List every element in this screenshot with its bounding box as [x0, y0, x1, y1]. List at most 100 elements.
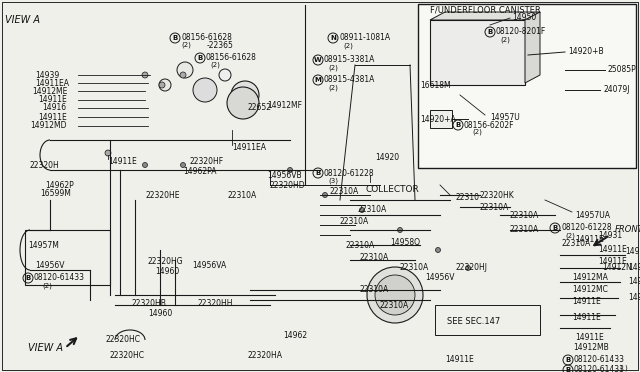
Text: B: B: [197, 55, 203, 61]
Circle shape: [465, 266, 470, 270]
Circle shape: [375, 275, 415, 315]
Text: 14912MB: 14912MB: [573, 343, 609, 353]
Text: B: B: [316, 170, 321, 176]
Bar: [435, 305, 540, 335]
Text: (2): (2): [565, 233, 575, 239]
Text: 14911E: 14911E: [628, 278, 640, 286]
Text: 25085P: 25085P: [608, 65, 637, 74]
Text: 14939: 14939: [35, 71, 60, 80]
Text: FRONT: FRONT: [615, 225, 640, 234]
Text: 08120-61228: 08120-61228: [324, 169, 374, 177]
Text: 14912MD: 14912MD: [30, 122, 67, 131]
Text: (2): (2): [210, 62, 220, 68]
Bar: [418, 4, 636, 168]
Text: 22320H: 22320H: [30, 160, 60, 170]
Text: 14956VB: 14956VB: [267, 170, 301, 180]
Text: 22310: 22310: [455, 193, 479, 202]
Text: 08120-61433: 08120-61433: [574, 366, 625, 372]
Text: 14916: 14916: [42, 103, 66, 112]
Text: 22310A: 22310A: [360, 253, 389, 263]
Circle shape: [143, 163, 147, 167]
Text: B: B: [565, 357, 571, 363]
Text: (2): (2): [181, 42, 191, 48]
Text: 16618M: 16618M: [420, 80, 451, 90]
Bar: [430, 20, 525, 85]
Circle shape: [360, 208, 365, 212]
Circle shape: [435, 247, 440, 253]
Text: 22310A: 22310A: [228, 190, 257, 199]
Text: 14920+A: 14920+A: [420, 115, 456, 124]
Text: 14911E: 14911E: [575, 235, 604, 244]
Text: 22310A: 22310A: [561, 240, 590, 248]
Polygon shape: [430, 12, 540, 20]
Text: 22320HE: 22320HE: [145, 190, 179, 199]
Text: 22310A: 22310A: [480, 202, 509, 212]
Text: VIEW A: VIEW A: [28, 343, 63, 353]
Text: COLLECTOR: COLLECTOR: [365, 186, 419, 195]
Text: 14920: 14920: [375, 154, 399, 163]
Circle shape: [227, 87, 259, 119]
Text: 08911-1081A: 08911-1081A: [339, 33, 390, 42]
Text: 14957UA: 14957UA: [575, 211, 610, 219]
Text: 22320HH: 22320HH: [197, 298, 232, 308]
Text: ( ): ( ): [620, 365, 628, 371]
Circle shape: [142, 72, 148, 78]
Text: 16599M: 16599M: [40, 189, 71, 198]
Text: 22310A: 22310A: [340, 218, 369, 227]
Text: (2): (2): [500, 37, 510, 43]
Text: 22310A: 22310A: [330, 187, 359, 196]
Circle shape: [193, 78, 217, 102]
Text: M: M: [315, 77, 321, 83]
Circle shape: [177, 62, 193, 78]
Text: 08120-61228: 08120-61228: [561, 224, 612, 232]
Circle shape: [397, 228, 403, 232]
Text: 14911EA: 14911EA: [232, 144, 266, 153]
Text: 14912MC: 14912MC: [572, 285, 608, 295]
Text: 22320HB: 22320HB: [132, 298, 167, 308]
Circle shape: [219, 69, 231, 81]
Text: 14931: 14931: [598, 231, 622, 240]
Text: 22310A: 22310A: [380, 301, 409, 310]
Text: SEE SEC.147: SEE SEC.147: [447, 317, 500, 327]
Text: 14960: 14960: [148, 308, 172, 317]
Text: B: B: [172, 35, 178, 41]
Circle shape: [180, 72, 186, 78]
Text: 22320HC: 22320HC: [110, 350, 145, 359]
Text: 22310A: 22310A: [400, 263, 429, 273]
Polygon shape: [525, 12, 540, 83]
Text: 22310A: 22310A: [510, 225, 540, 234]
Circle shape: [105, 150, 111, 156]
Text: 22320HF: 22320HF: [190, 157, 224, 167]
Circle shape: [106, 151, 111, 155]
Text: 22310A: 22310A: [360, 285, 389, 295]
Circle shape: [159, 82, 165, 88]
Text: (2): (2): [42, 283, 52, 289]
Text: 14911E: 14911E: [628, 294, 640, 302]
Text: 14958Q: 14958Q: [390, 237, 420, 247]
Text: 22320HD: 22320HD: [270, 180, 306, 189]
Text: (3): (3): [328, 178, 338, 184]
Text: 14911E: 14911E: [445, 356, 474, 365]
Text: 14962PA: 14962PA: [183, 167, 216, 176]
Text: W: W: [314, 57, 322, 63]
Text: (2): (2): [472, 129, 482, 135]
Text: 14956VA: 14956VA: [192, 262, 227, 270]
Text: 14911E: 14911E: [108, 157, 137, 167]
Text: 14920+B: 14920+B: [568, 48, 604, 57]
Text: B: B: [565, 367, 571, 372]
Text: N: N: [330, 35, 336, 41]
Text: 14962P: 14962P: [45, 180, 74, 189]
Text: 14912MF: 14912MF: [267, 100, 302, 109]
Text: 22320HJ: 22320HJ: [455, 263, 487, 273]
Bar: [25, 230, 110, 285]
Text: 14911E: 14911E: [628, 263, 640, 273]
Text: 14962: 14962: [283, 330, 307, 340]
Text: 14912ME: 14912ME: [32, 87, 67, 96]
Circle shape: [323, 192, 328, 198]
Text: 22320HG: 22320HG: [148, 257, 184, 266]
Text: 14956V: 14956V: [425, 273, 454, 282]
Text: VIEW A: VIEW A: [5, 15, 40, 25]
Text: 08120-61433: 08120-61433: [574, 356, 625, 365]
Circle shape: [367, 267, 423, 323]
Text: B: B: [552, 225, 557, 231]
